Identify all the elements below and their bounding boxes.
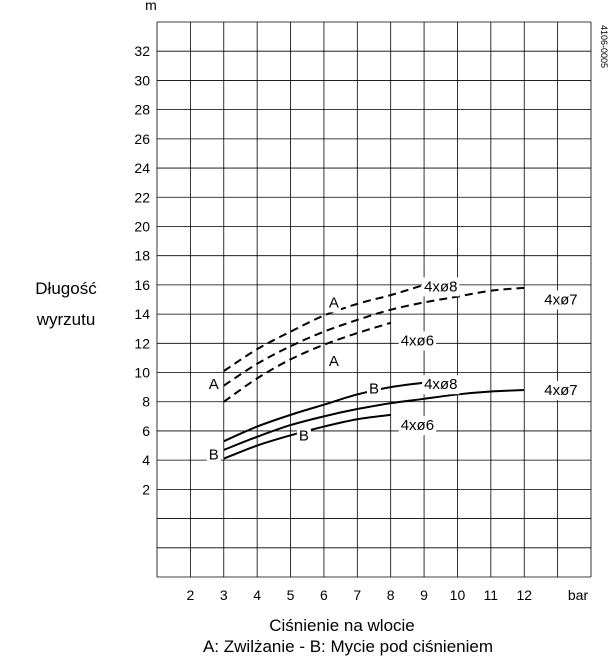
y-tick-label: 28: [134, 102, 150, 118]
x-tick-label: 4: [253, 587, 261, 603]
y-tick-label: 24: [134, 160, 150, 176]
series-name-label-background: [422, 375, 460, 395]
series-line-B-4xø8: [223, 381, 425, 443]
x-tick-label: 3: [220, 587, 228, 603]
series-name-label: 4xø7: [544, 382, 577, 399]
x-tick-label: 10: [450, 587, 466, 603]
y-tick-label: 12: [134, 335, 150, 351]
x-tick-label: 12: [516, 587, 532, 603]
y-tick-label: 16: [134, 277, 150, 293]
series-name-label: 4xø7: [544, 292, 577, 309]
series-name-label: 4xø8: [424, 376, 457, 393]
mode-letter-label-background: [296, 426, 311, 446]
y-tick-label: 22: [134, 189, 150, 205]
x-tick-label: 6: [320, 587, 328, 603]
x-tick-label: 2: [186, 587, 194, 603]
mode-letter-label-background: [326, 351, 341, 371]
series-labels: 4xø8 4xø7 4xø6 4xø8 4xø7 4xø6 A A A B B B: [206, 277, 580, 465]
x-tick-label: 7: [353, 587, 361, 603]
series-name-label-background: [542, 290, 580, 310]
series-name-label: 4xø6: [401, 332, 434, 349]
y-tick-label: 8: [142, 394, 150, 410]
document-code: 4106-0005: [599, 25, 609, 68]
y-tick-label: 6: [142, 423, 150, 439]
series-group: [223, 283, 525, 460]
mode-letter-label: B: [299, 427, 309, 444]
mode-letter-label-background: [326, 293, 341, 313]
mode-letter-label-background: [206, 445, 221, 465]
series-name-label: 4xø8: [424, 278, 457, 295]
mode-letter-label: B: [369, 381, 379, 398]
series-line-A-4xø6: [223, 321, 391, 403]
mode-letter-label-background: [366, 379, 382, 399]
x-axis-label: Ciśnienie na wlocie: [269, 616, 415, 635]
x-tick-label: 5: [287, 587, 295, 603]
y-axis-label-line2: wyrzutu: [36, 310, 96, 329]
series-name-label-background: [542, 381, 580, 401]
y-tick-label: 26: [134, 131, 150, 147]
chart-caption: A: Zwilżanie - B: Mycie pod ciśnieniem: [203, 637, 493, 656]
series-line-B-4xø7: [223, 389, 525, 451]
mode-letter-label-background: [206, 375, 221, 395]
y-tick-label: 20: [134, 218, 150, 234]
x-tick-label: 8: [387, 587, 395, 603]
series-name-label: 4xø6: [401, 417, 434, 434]
series-line-A-4xø8: [223, 283, 425, 372]
mode-letter-label: B: [209, 446, 219, 463]
series-name-label-background: [422, 277, 460, 297]
y-tick-label: 10: [134, 365, 150, 381]
mode-letter-label: A: [329, 353, 339, 370]
y-tick-label: 4: [142, 452, 150, 468]
y-unit-label: m: [145, 0, 157, 13]
grid-lines: [156, 21, 592, 578]
x-unit-label: bar: [568, 587, 589, 603]
y-axis-label-line1: Długość: [35, 279, 97, 298]
mode-letter-label: A: [209, 376, 219, 393]
y-tick-label: 18: [134, 248, 150, 264]
x-tick-label: 9: [420, 587, 428, 603]
x-tick-label: 11: [484, 587, 499, 603]
tick-labels: 2 3 4 5 6 7 8 9 10 11 1224681012141618202224262830…: [134, 43, 532, 603]
y-tick-label: 30: [134, 72, 150, 88]
series-name-label-background: [398, 416, 437, 436]
series-line-A-4xø7: [223, 286, 525, 387]
y-tick-label: 32: [134, 43, 150, 59]
y-tick-label: 14: [134, 306, 150, 322]
series-name-label-background: [398, 331, 437, 351]
mode-letter-label: A: [329, 294, 339, 311]
y-tick-label: 2: [142, 481, 150, 497]
